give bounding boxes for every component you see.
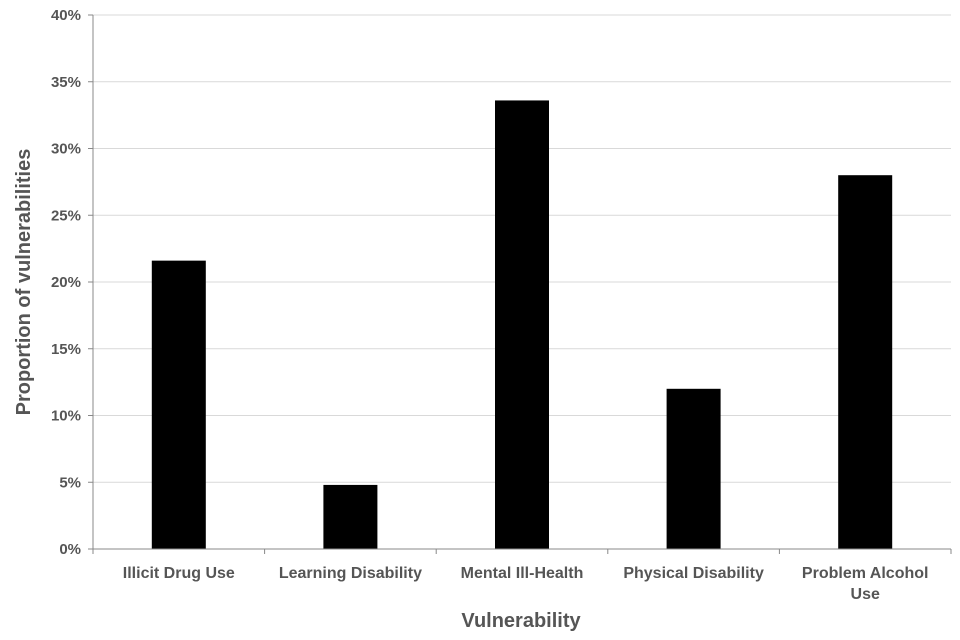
- labels: 0% 5% 10% 15% 20% 25% 30% 35% 40% Illicit Drug Us…: [51, 7, 928, 603]
- bar: [838, 175, 893, 549]
- bar: [495, 100, 549, 549]
- x-tick-label: Physical Disability: [623, 565, 764, 582]
- y-tick-label: 10%: [51, 408, 81, 425]
- bar: [666, 388, 721, 549]
- y-tick-label: 30%: [51, 141, 81, 158]
- x-tick-label: Illicit Drug Use: [123, 565, 235, 582]
- bar: [151, 260, 206, 549]
- y-tick-label: 35%: [51, 74, 81, 91]
- y-tick-label: 20%: [51, 274, 81, 291]
- y-tick-label: 5%: [59, 474, 81, 491]
- x-tick-label: Learning Disability: [279, 565, 422, 582]
- y-tick-label: 15%: [51, 341, 81, 358]
- axes: [88, 14, 952, 554]
- x-tick-label: Mental Ill-Health: [461, 565, 584, 582]
- bar: [323, 484, 378, 549]
- y-tick-label: 0%: [59, 541, 81, 558]
- x-axis-title: Vulnerability: [461, 610, 581, 632]
- y-tick-label: 40%: [51, 7, 81, 24]
- x-tick-label: Problem Alcohol Use: [802, 565, 929, 603]
- y-axis-title: Proportion of vulnerabilities: [13, 149, 35, 416]
- y-tick-label: 25%: [51, 207, 81, 224]
- bars: [151, 100, 893, 549]
